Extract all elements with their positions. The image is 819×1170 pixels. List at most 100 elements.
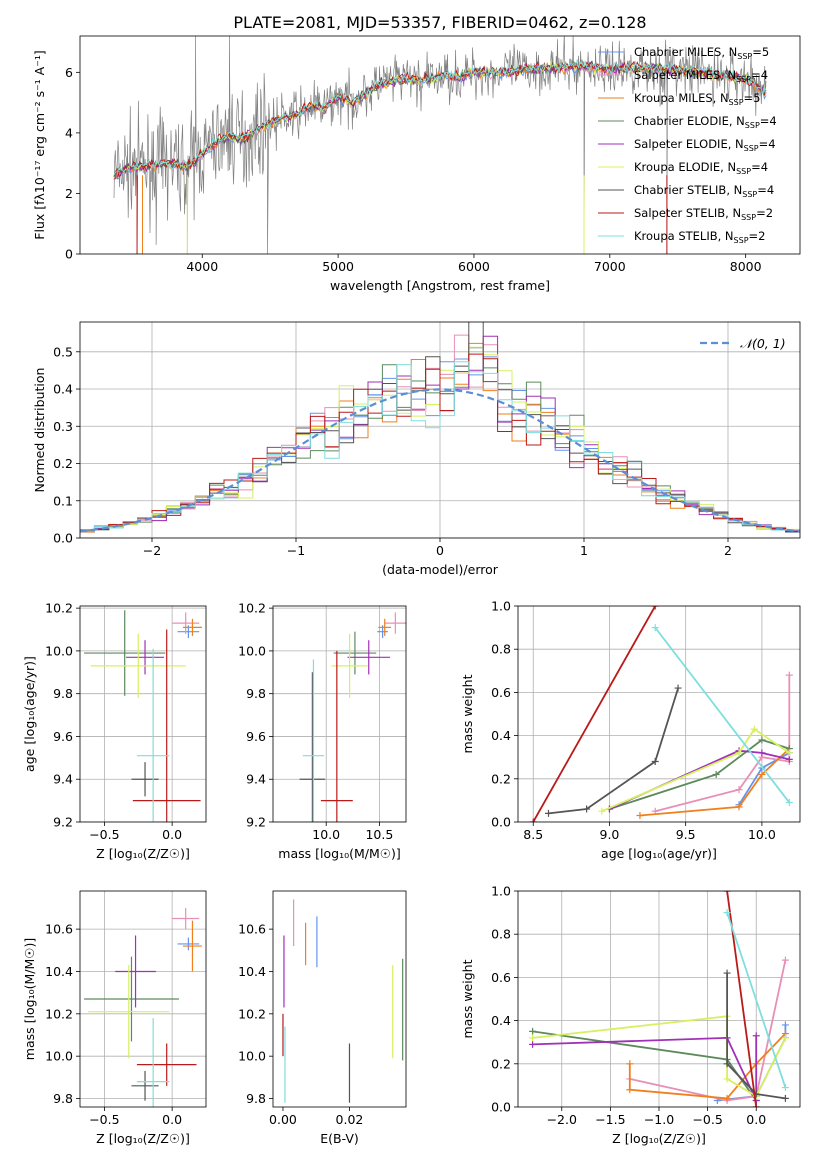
panel-age_vs_mass: 10.0 10.5 9.2 9.4 9.6 9.8 10.0 10.2 mass [log₁₀(…: [238, 601, 407, 861]
y-tick-label: 9.2: [53, 815, 73, 830]
plot-area-residual_histogram: [80, 322, 800, 538]
x-tick-label: 8000: [730, 259, 762, 274]
axes-frame: [272, 890, 407, 1108]
panel-mass_vs_ebv: 0.00 0.02 9.8 10.0 10.2 10.4 10.6 E(B-V): [238, 890, 407, 1146]
weight-marker-chabrier_stelib: [723, 969, 731, 977]
panel-mass_vs_z: −0.5 0.0 9.8 10.0 10.2 10.4 10.6 Z [log₁₀(Z/Z☉)…: [22, 890, 207, 1146]
axes-frame: [79, 605, 207, 823]
weight-marker-salpeter_miles: [785, 671, 793, 679]
weight-line-kroupa_elodie: [601, 727, 790, 813]
x-tick-label: −1.0: [644, 1112, 674, 1127]
legend-label-kroupa_miles: Kroupa MILES, NSSP=5: [634, 91, 760, 107]
weight-marker-chabrier_stelib: [723, 1060, 731, 1068]
weight-marker-kroupa_miles: [626, 1060, 634, 1068]
weight-marker-salpeter_elodie: [529, 1040, 537, 1048]
weight-marker-kroupa_miles: [735, 803, 743, 811]
weight-line-kroupa_stelib: [654, 627, 791, 804]
figure-title: PLATE=2081, MJD=53357, FIBERID=0462, z=0…: [233, 13, 646, 32]
x-axis-label: E(B-V): [320, 1131, 359, 1146]
legend-label-salpeter_stelib: Salpeter STELIB, NSSP=2: [634, 206, 773, 222]
weight-marker-kroupa_miles: [636, 812, 644, 820]
x-tick-label: −0.5: [89, 1112, 119, 1127]
x-tick-label: 1: [580, 543, 588, 558]
y-tick-label: 10.2: [45, 1006, 73, 1021]
x-tick-label: 0.0: [746, 1112, 766, 1127]
weight-marker-salpeter_stelib: [752, 1103, 760, 1107]
axes-frame: [517, 890, 801, 1108]
weight-marker-salpeter_stelib: [651, 606, 659, 610]
y-tick-label: 9.6: [246, 729, 266, 744]
y-tick-label: 0.8: [491, 927, 511, 942]
y-tick-label: 9.8: [53, 1091, 73, 1106]
plot-area-age_vs_mass: [273, 606, 406, 822]
y-tick-label: 0.0: [491, 1100, 511, 1115]
weight-marker-kroupa_stelib: [785, 799, 793, 807]
panel-spectrum: 4000 5000 6000 7000 8000 0 2 4 6 wavelength [Angs…: [32, 35, 801, 293]
x-tick-label: 9.0: [600, 827, 620, 842]
weight-line-kroupa_stelib: [726, 912, 787, 1088]
weight-line-salpeter_elodie: [532, 1035, 758, 1101]
x-tick-label: 6000: [458, 259, 490, 274]
legend-label-normal: 𝒩(0, 1): [740, 336, 786, 351]
x-tick-label: 4000: [186, 259, 218, 274]
y-tick-label: 10.2: [238, 601, 266, 616]
x-tick-label: 10.0: [748, 827, 776, 842]
y-tick-label: 10.2: [45, 601, 73, 616]
y-tick-label: 0.1: [53, 493, 73, 508]
weight-line-chabrier_stelib: [726, 973, 786, 1100]
weight-marker-kroupa_elodie: [785, 749, 793, 757]
legend-label-chabrier_elodie: Chabrier ELODIE, NSSP=4: [634, 114, 777, 130]
weight-marker-chabrier_stelib: [674, 684, 682, 692]
weight-marker-salpeter_stelib: [529, 818, 537, 822]
y-tick-label: 10.4: [238, 964, 266, 979]
weight-marker-chabrier_elodie: [758, 736, 766, 744]
weight-marker-chabrier_stelib: [651, 758, 659, 766]
y-axis-label: mass [log₁₀(M/M☉)]: [22, 938, 37, 1060]
x-tick-label: 8.5: [523, 827, 543, 842]
axes-frame: [272, 605, 407, 823]
y-tick-label: 10.6: [45, 922, 73, 937]
y-tick-label: 10.0: [45, 643, 73, 658]
weight-marker-salpeter_elodie: [785, 755, 793, 763]
legend-label-salpeter_elodie: Salpeter ELODIE, NSSP=4: [634, 137, 776, 153]
weight-marker-kroupa_elodie: [750, 725, 758, 733]
weight-marker-kroupa_stelib: [651, 624, 659, 632]
weight-marker-chabrier_stelib: [583, 805, 591, 813]
y-axis-label: Flux [fλ10⁻¹⁷ erg cm⁻² s⁻¹ A⁻¹]: [32, 50, 47, 239]
weight-marker-chabrier_elodie: [712, 770, 720, 778]
y-axis-label: Normed distribution: [32, 368, 47, 493]
weight-marker-chabrier_miles: [781, 1021, 789, 1029]
y-tick-label: 4: [65, 125, 73, 140]
weight-line-chabrier_stelib: [548, 687, 679, 815]
legend-label-chabrier_stelib: Chabrier STELIB, NSSP=4: [634, 183, 774, 199]
weight-marker-chabrier_stelib: [781, 1094, 789, 1102]
weight-marker-salpeter_elodie: [758, 749, 766, 757]
x-axis-label: age [log₁₀(age/yr)]: [601, 846, 717, 861]
weight-marker-chabrier_elodie: [529, 1027, 537, 1035]
hist-kroupa_stelib: [80, 361, 800, 534]
legend-label-chabrier_miles: Chabrier MILES, NSSP=5: [634, 45, 769, 61]
weight-marker-kroupa_elodie: [781, 1034, 789, 1042]
y-tick-label: 10.0: [238, 1049, 266, 1064]
weight-marker-kroupa_miles: [626, 1086, 634, 1094]
weight-marker-chabrier_stelib: [544, 809, 552, 817]
x-tick-label: −1.5: [595, 1112, 625, 1127]
y-tick-label: 9.8: [246, 1091, 266, 1106]
weight-marker-kroupa_elodie: [735, 749, 743, 757]
x-tick-label: 2: [724, 543, 732, 558]
y-tick-label: 9.8: [53, 686, 73, 701]
y-tick-label: 0.8: [491, 642, 511, 657]
weight-marker-salpeter_stelib: [723, 891, 731, 895]
y-tick-label: 1.0: [491, 884, 511, 899]
y-tick-label: 0.2: [491, 1056, 511, 1071]
x-tick-label: 0: [436, 543, 444, 558]
y-tick-label: 0.4: [491, 1013, 511, 1028]
y-tick-label: 9.4: [246, 772, 266, 787]
weight-marker-kroupa_miles: [758, 770, 766, 778]
y-tick-label: 1.0: [491, 599, 511, 614]
panels: 4000 5000 6000 7000 8000 0 2 4 6 wavelength [Angs…: [22, 35, 801, 1146]
x-tick-label: 10.0: [312, 827, 340, 842]
weight-line-salpeter_miles: [629, 959, 787, 1102]
y-axis-label: age [log₁₀(age/yr)]: [22, 656, 37, 772]
